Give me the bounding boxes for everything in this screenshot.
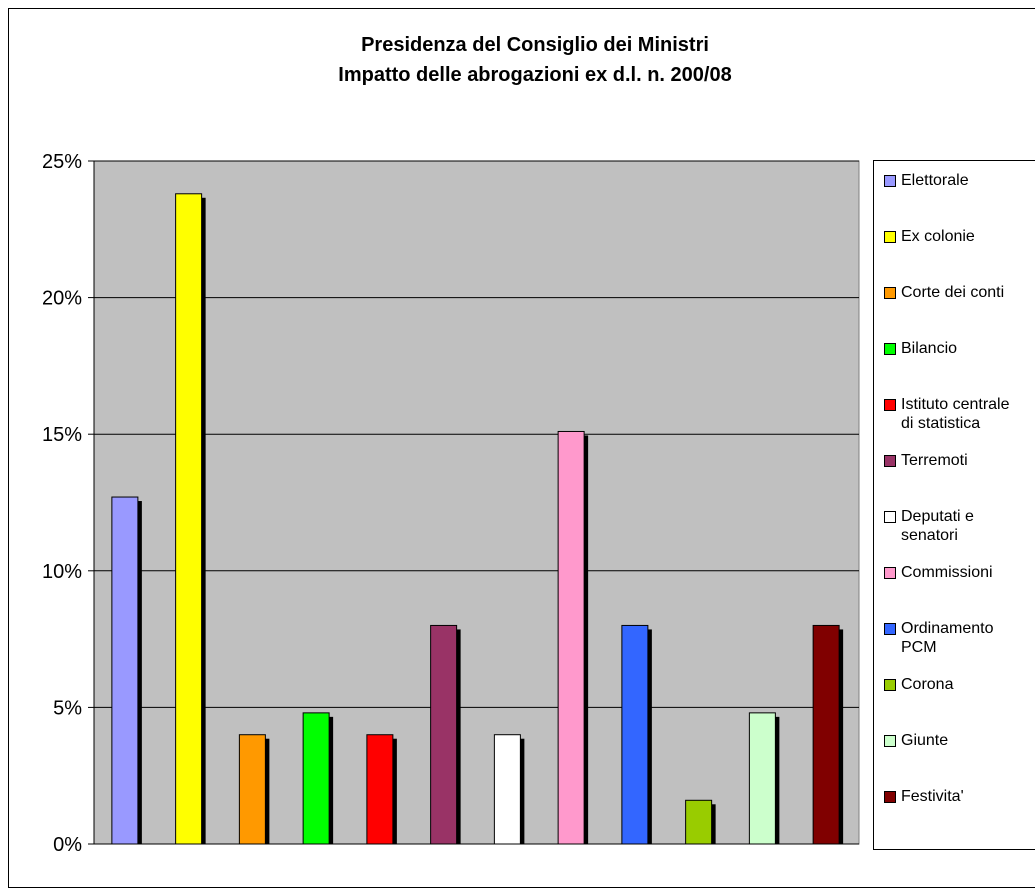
legend-item: Elettorale [884,171,969,190]
legend-swatch [884,399,896,411]
legend-swatch [884,511,896,523]
legend-swatch [884,567,896,579]
bar [430,624,458,845]
legend-item: Bilancio [884,339,957,358]
legend-item: Festivita' [884,787,964,806]
y-tick-label: 20% [42,288,82,310]
legend-item: Ordinamento PCM [884,619,994,657]
legend-label: Giunte [901,732,949,749]
bar [685,799,713,845]
legend-swatch [884,455,896,467]
legend-label: Corte dei conti [901,284,1005,301]
legend-item: Corte dei conti [884,283,1004,302]
legend-swatch [884,175,896,187]
legend-swatch [884,791,896,803]
legend-label: Commissioni [901,564,993,581]
legend-label: Corona [901,676,954,693]
legend-label: Ordinamento PCM [901,620,994,656]
legend-label: Bilancio [901,340,958,357]
legend-swatch [884,735,896,747]
y-tick-label: 25% [42,151,82,173]
legend-item: Corona [884,675,953,694]
bar [493,734,521,845]
plot-area [93,160,860,845]
legend-item: Giunte [884,731,948,750]
legend-label: Festivita' [901,788,964,805]
chart-title-line-2: Impatto delle abrogazioni ex d.l. n. 200… [338,64,732,86]
y-tick-label: 10% [42,561,82,583]
legend-item: Deputati e senatori [884,507,974,545]
bar [621,624,649,845]
bar [748,712,776,845]
legend-swatch [884,287,896,299]
legend-swatch [884,343,896,355]
legend-item: Commissioni [884,563,993,582]
bar [238,734,266,845]
legend-label: Istituto centrale di statistica [901,396,1010,432]
legend-item: Istituto centrale di statistica [884,395,1010,433]
bar [812,624,840,845]
legend-swatch [884,679,896,691]
legend-label: Deputati e senatori [901,508,974,544]
chart-title: Presidenza del Consiglio dei Ministri Im… [0,30,1035,90]
bar [175,193,203,845]
legend-item: Terremoti [884,451,968,470]
bar [302,712,330,845]
bar [366,734,394,845]
y-tick-label: 15% [42,424,82,446]
bar [557,430,585,845]
legend-swatch [884,623,896,635]
chart-title-line-1: Presidenza del Consiglio dei Ministri [361,34,709,56]
y-tick-label: 0% [53,834,82,856]
legend-item: Ex colonie [884,227,975,246]
legend-label: Terremoti [901,452,968,469]
bar [111,496,139,845]
legend-swatch [884,231,896,243]
legend: Elettorale Ex colonie Corte dei conti Bilan… [873,160,1035,850]
legend-label: Elettorale [901,172,969,189]
y-tick-label: 5% [53,697,82,719]
legend-label: Ex colonie [901,228,975,245]
